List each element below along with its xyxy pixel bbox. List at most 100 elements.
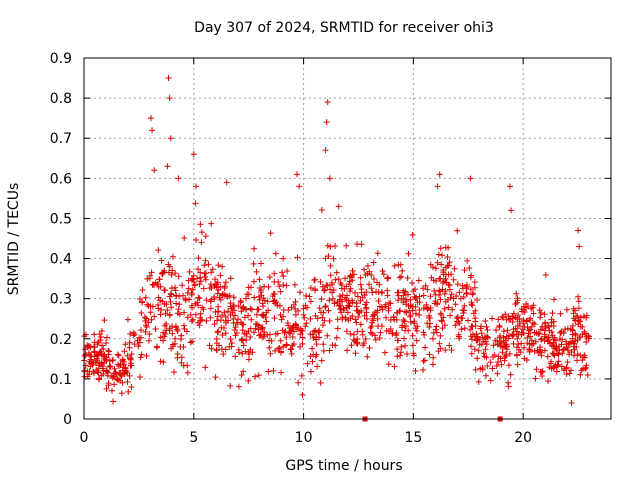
data-point (250, 329, 257, 336)
data-point (350, 336, 357, 343)
data-point (229, 309, 236, 316)
data-point (472, 366, 479, 373)
data-point (450, 295, 457, 302)
data-point (225, 308, 232, 315)
data-point (544, 353, 551, 360)
data-point (570, 310, 577, 317)
data-point (190, 278, 197, 285)
data-point (272, 347, 279, 354)
data-point (166, 293, 173, 300)
data-point (429, 361, 436, 368)
data-point (505, 379, 512, 386)
data-point (353, 339, 360, 346)
data-point (432, 265, 439, 272)
data-point (579, 331, 586, 338)
data-point (127, 356, 134, 363)
data-point (442, 275, 449, 282)
data-point (445, 304, 452, 311)
data-point (484, 362, 491, 369)
data-point (277, 288, 284, 295)
data-point (138, 327, 145, 334)
data-point (301, 314, 308, 321)
data-point (520, 330, 527, 337)
data-point (319, 314, 326, 321)
data-point (568, 339, 575, 346)
data-point (560, 329, 567, 336)
data-point (280, 343, 287, 350)
data-point (196, 295, 203, 302)
data-point (202, 257, 209, 264)
data-point (272, 250, 279, 257)
data-point (542, 319, 549, 326)
data-point (427, 307, 434, 314)
data-point (463, 285, 470, 292)
data-point (264, 298, 271, 305)
data-point (393, 316, 400, 323)
data-point (399, 267, 406, 274)
data-point (151, 167, 158, 174)
data-point (580, 354, 587, 361)
data-point (295, 379, 302, 386)
data-point (103, 334, 110, 341)
data-point (154, 343, 161, 350)
data-point (169, 330, 176, 337)
data-point (575, 305, 582, 312)
plot-frame (83, 57, 612, 420)
data-point (361, 266, 368, 273)
data-point (374, 315, 381, 322)
data-point (251, 373, 258, 380)
data-point (332, 276, 339, 283)
data-point (136, 334, 143, 341)
data-point (173, 293, 180, 300)
data-point (266, 331, 273, 338)
data-point (200, 285, 207, 292)
data-point (410, 352, 417, 359)
data-point (376, 335, 383, 342)
data-point (203, 317, 210, 324)
data-point (368, 285, 375, 292)
data-point (482, 346, 489, 353)
data-point (251, 294, 258, 301)
data-point (168, 304, 175, 311)
data-point (163, 320, 170, 327)
data-point (437, 296, 444, 303)
data-point (126, 339, 133, 346)
data-point (280, 255, 287, 262)
data-point (238, 371, 245, 378)
data-point (322, 255, 329, 262)
data-point (571, 346, 578, 353)
data-point (212, 276, 219, 283)
data-point (283, 342, 290, 349)
data-point (260, 333, 267, 340)
data-point (237, 299, 244, 306)
data-point (436, 340, 443, 347)
data-point (478, 330, 485, 337)
data-point (299, 334, 306, 341)
data-point (557, 310, 564, 317)
data-point (398, 349, 405, 356)
data-point (457, 295, 464, 302)
data-point (336, 293, 343, 300)
x-tick-label: 10 (295, 430, 313, 446)
data-point (176, 311, 183, 318)
data-point (227, 336, 234, 343)
data-points (81, 75, 593, 406)
data-point (394, 346, 401, 353)
data-point (166, 312, 173, 319)
data-point (137, 354, 144, 361)
data-point (394, 353, 401, 360)
data-point (574, 313, 581, 320)
data-point (549, 310, 556, 317)
data-point (467, 343, 474, 350)
data-point (385, 361, 392, 368)
data-point (281, 329, 288, 336)
data-point (341, 285, 348, 292)
data-point (398, 343, 405, 350)
data-point (407, 318, 414, 325)
data-point (344, 347, 351, 354)
data-point (221, 285, 228, 292)
data-point (377, 329, 384, 336)
data-point (253, 268, 260, 275)
data-point (564, 347, 571, 354)
